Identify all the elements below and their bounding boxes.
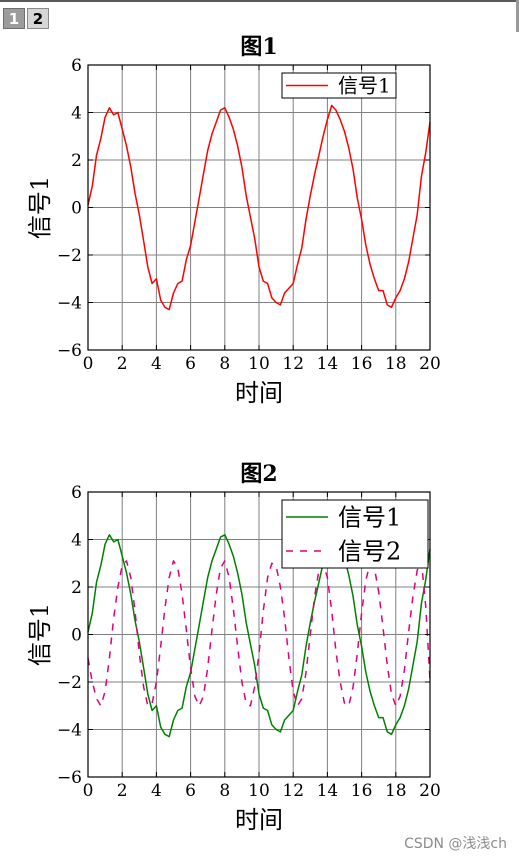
x-tick-label: 8 bbox=[219, 781, 230, 801]
x-axis-label: 时间 bbox=[235, 379, 283, 407]
y-tick-label: −4 bbox=[57, 294, 82, 314]
watermark: CSDN @浅浅ch bbox=[404, 836, 507, 852]
tab-bar-border bbox=[0, 0, 519, 2]
x-tick-label: 6 bbox=[185, 781, 196, 801]
y-axis-label: 信号1 bbox=[26, 176, 54, 239]
chart-1-svg: 图1 0 2 4 6 8 10 12 14 16 18 20 −6 −4 −2 0 2 4 6 时间 信号1 信号1 bbox=[26, 34, 441, 407]
y-tick-label: −2 bbox=[57, 246, 82, 266]
y-tick-label: 6 bbox=[71, 56, 82, 76]
y-tick-label: 6 bbox=[71, 483, 82, 503]
x-tick-label: 18 bbox=[385, 781, 407, 801]
x-tick-label: 16 bbox=[351, 781, 373, 801]
y-tick-label: 4 bbox=[71, 531, 82, 551]
x-tick-label: 18 bbox=[385, 354, 407, 374]
x-tick-label: 8 bbox=[219, 354, 230, 374]
x-tick-label: 12 bbox=[282, 781, 304, 801]
legend-label-1: 信号1 bbox=[338, 74, 391, 98]
x-tick-label: 20 bbox=[419, 781, 441, 801]
legend-box bbox=[281, 499, 429, 569]
x-tick-label: 20 bbox=[419, 354, 441, 374]
y-tick-label: −2 bbox=[57, 673, 82, 693]
y-tick-label: 2 bbox=[71, 578, 82, 598]
window-edge bbox=[516, 0, 519, 32]
x-tick-label: 4 bbox=[151, 354, 162, 374]
y-tick-label: 0 bbox=[71, 199, 82, 219]
y-axis-label: 信号1 bbox=[26, 603, 54, 666]
y-tick-label: −6 bbox=[57, 768, 82, 788]
x-tick-label: 14 bbox=[317, 781, 339, 801]
tab-bar: 1 2 bbox=[0, 0, 519, 32]
figure-1: 图1 0 2 4 6 8 10 12 14 16 18 20 −6 −4 −2 0 2 4 6 时间 信号1 信号1 bbox=[0, 25, 519, 445]
x-tick-label: 10 bbox=[248, 354, 270, 374]
legend-label-1: 信号1 bbox=[338, 504, 401, 532]
figure-2: 图2 0 2 4 6 8 10 12 14 16 18 20 −6 −4 −2 0 2 4 6 时间 信号1 信号1 信号2 bbox=[0, 443, 519, 863]
x-tick-label: 2 bbox=[117, 354, 128, 374]
x-tick-label: 10 bbox=[248, 781, 270, 801]
tab-figure-2[interactable]: 2 bbox=[27, 8, 49, 29]
x-tick-label: 12 bbox=[282, 354, 304, 374]
x-axis-label: 时间 bbox=[235, 806, 283, 834]
x-tick-label: 4 bbox=[151, 781, 162, 801]
x-tick-label: 14 bbox=[317, 354, 339, 374]
x-tick-label: 0 bbox=[83, 354, 94, 374]
x-tick-label: 0 bbox=[83, 781, 94, 801]
x-tick-label: 16 bbox=[351, 354, 373, 374]
series-line-1 bbox=[87, 531, 431, 738]
chart-title: 图1 bbox=[240, 34, 277, 60]
x-tick-label: 2 bbox=[117, 781, 128, 801]
y-tick-label: 0 bbox=[71, 626, 82, 646]
y-tick-label: −4 bbox=[57, 721, 82, 741]
y-tick-label: 4 bbox=[71, 104, 82, 124]
tab-figure-1[interactable]: 1 bbox=[3, 8, 25, 29]
legend-label-2: 信号2 bbox=[338, 538, 401, 566]
chart-2-svg: 图2 0 2 4 6 8 10 12 14 16 18 20 −6 −4 −2 0 2 4 6 时间 信号1 信号1 信号2 bbox=[26, 461, 441, 834]
chart-title: 图2 bbox=[240, 461, 277, 487]
series-line-1 bbox=[87, 104, 431, 311]
y-tick-label: −6 bbox=[57, 341, 82, 361]
y-tick-label: 2 bbox=[71, 151, 82, 171]
x-tick-label: 6 bbox=[185, 354, 196, 374]
